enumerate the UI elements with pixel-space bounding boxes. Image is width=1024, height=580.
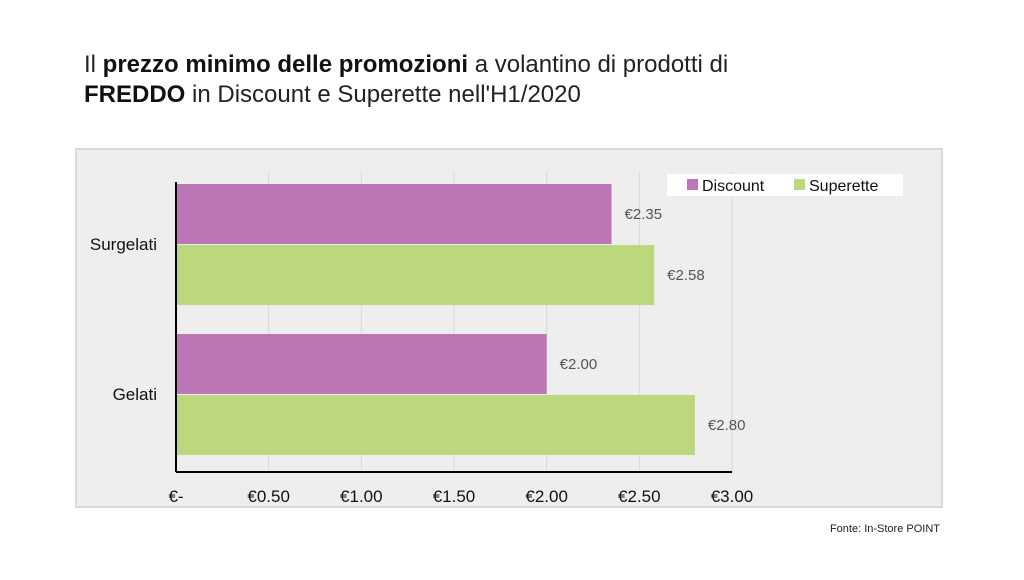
- x-tick-label: €1.00: [340, 487, 383, 506]
- bar-superette-surgelati: [176, 245, 655, 305]
- bar-discount-surgelati: [176, 184, 612, 244]
- title-bold-2: FREDDO: [84, 81, 186, 108]
- title-text-3: in Discount e Superette nell'H1/2020: [185, 81, 581, 108]
- legend-label-discount: Discount: [702, 178, 765, 195]
- x-tick-label: €1.50: [433, 487, 476, 506]
- x-tick-label: €3.00: [711, 487, 754, 506]
- bar-superette-gelati: [176, 395, 695, 455]
- title-bold-1: prezzo minimo delle promozioni: [102, 51, 469, 78]
- legend-box: [667, 174, 903, 196]
- data-label-discount-gelati: €2.00: [560, 356, 598, 373]
- x-tick-label: €2.00: [525, 487, 568, 506]
- data-label-superette-gelati: €2.80: [708, 417, 746, 434]
- x-tick-label: €0.50: [247, 487, 290, 506]
- data-label-superette-surgelati: €2.58: [667, 267, 705, 284]
- bar-discount-gelati: [176, 334, 547, 394]
- source-note: Fonte: In-Store POINT: [829, 523, 940, 535]
- legend-label-superette: Superette: [809, 178, 878, 195]
- x-tick-label: €-: [168, 487, 183, 506]
- chart-title: Il prezzo minimo delle promozioni a vola…: [84, 50, 844, 110]
- x-tick-label: €2.50: [618, 487, 661, 506]
- title-text-2: a volantino di prodotti di: [468, 51, 729, 78]
- data-label-discount-surgelati: €2.35: [625, 206, 663, 223]
- title-text-1: Il: [84, 51, 103, 78]
- legend-swatch-superette: [794, 179, 805, 190]
- category-label-surgelati: Surgelati: [90, 235, 157, 254]
- legend-swatch-discount: [687, 179, 698, 190]
- category-label-gelati: Gelati: [113, 385, 157, 404]
